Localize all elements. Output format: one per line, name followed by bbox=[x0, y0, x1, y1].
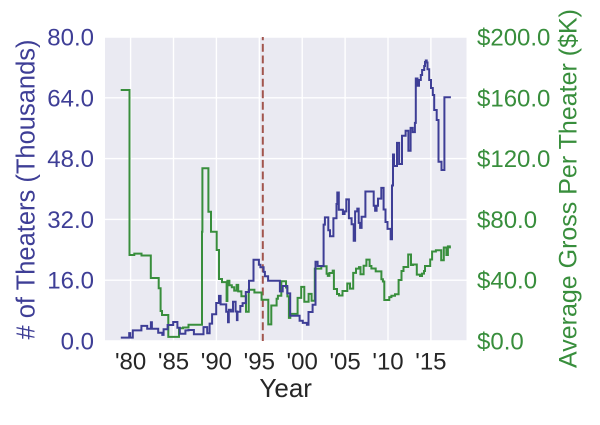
svg-text:'05: '05 bbox=[329, 349, 360, 376]
svg-text:'80: '80 bbox=[115, 349, 146, 376]
svg-text:$80.0: $80.0 bbox=[477, 207, 537, 234]
svg-text:'10: '10 bbox=[372, 349, 403, 376]
svg-text:Year: Year bbox=[259, 373, 312, 403]
svg-text:$200.0: $200.0 bbox=[477, 25, 550, 52]
svg-text:$0.0: $0.0 bbox=[477, 329, 524, 356]
svg-text:Average Gross Per Theater ($K): Average Gross Per Theater ($K) bbox=[555, 9, 583, 368]
svg-text:$160.0: $160.0 bbox=[477, 85, 550, 112]
svg-text:'95: '95 bbox=[244, 349, 275, 376]
svg-text:'00: '00 bbox=[287, 349, 318, 376]
svg-text:32.0: 32.0 bbox=[47, 207, 94, 234]
svg-text:64.0: 64.0 bbox=[47, 85, 94, 112]
svg-text:'85: '85 bbox=[158, 349, 189, 376]
svg-text:80.0: 80.0 bbox=[47, 25, 94, 52]
svg-text:$40.0: $40.0 bbox=[477, 268, 537, 295]
svg-text:$120.0: $120.0 bbox=[477, 146, 550, 173]
svg-text:'90: '90 bbox=[201, 349, 232, 376]
svg-text:'15: '15 bbox=[415, 349, 446, 376]
svg-text:# of Theaters (Thousands): # of Theaters (Thousands) bbox=[13, 39, 41, 339]
svg-text:0.0: 0.0 bbox=[61, 329, 94, 356]
svg-text:48.0: 48.0 bbox=[47, 146, 94, 173]
svg-text:16.0: 16.0 bbox=[47, 268, 94, 295]
